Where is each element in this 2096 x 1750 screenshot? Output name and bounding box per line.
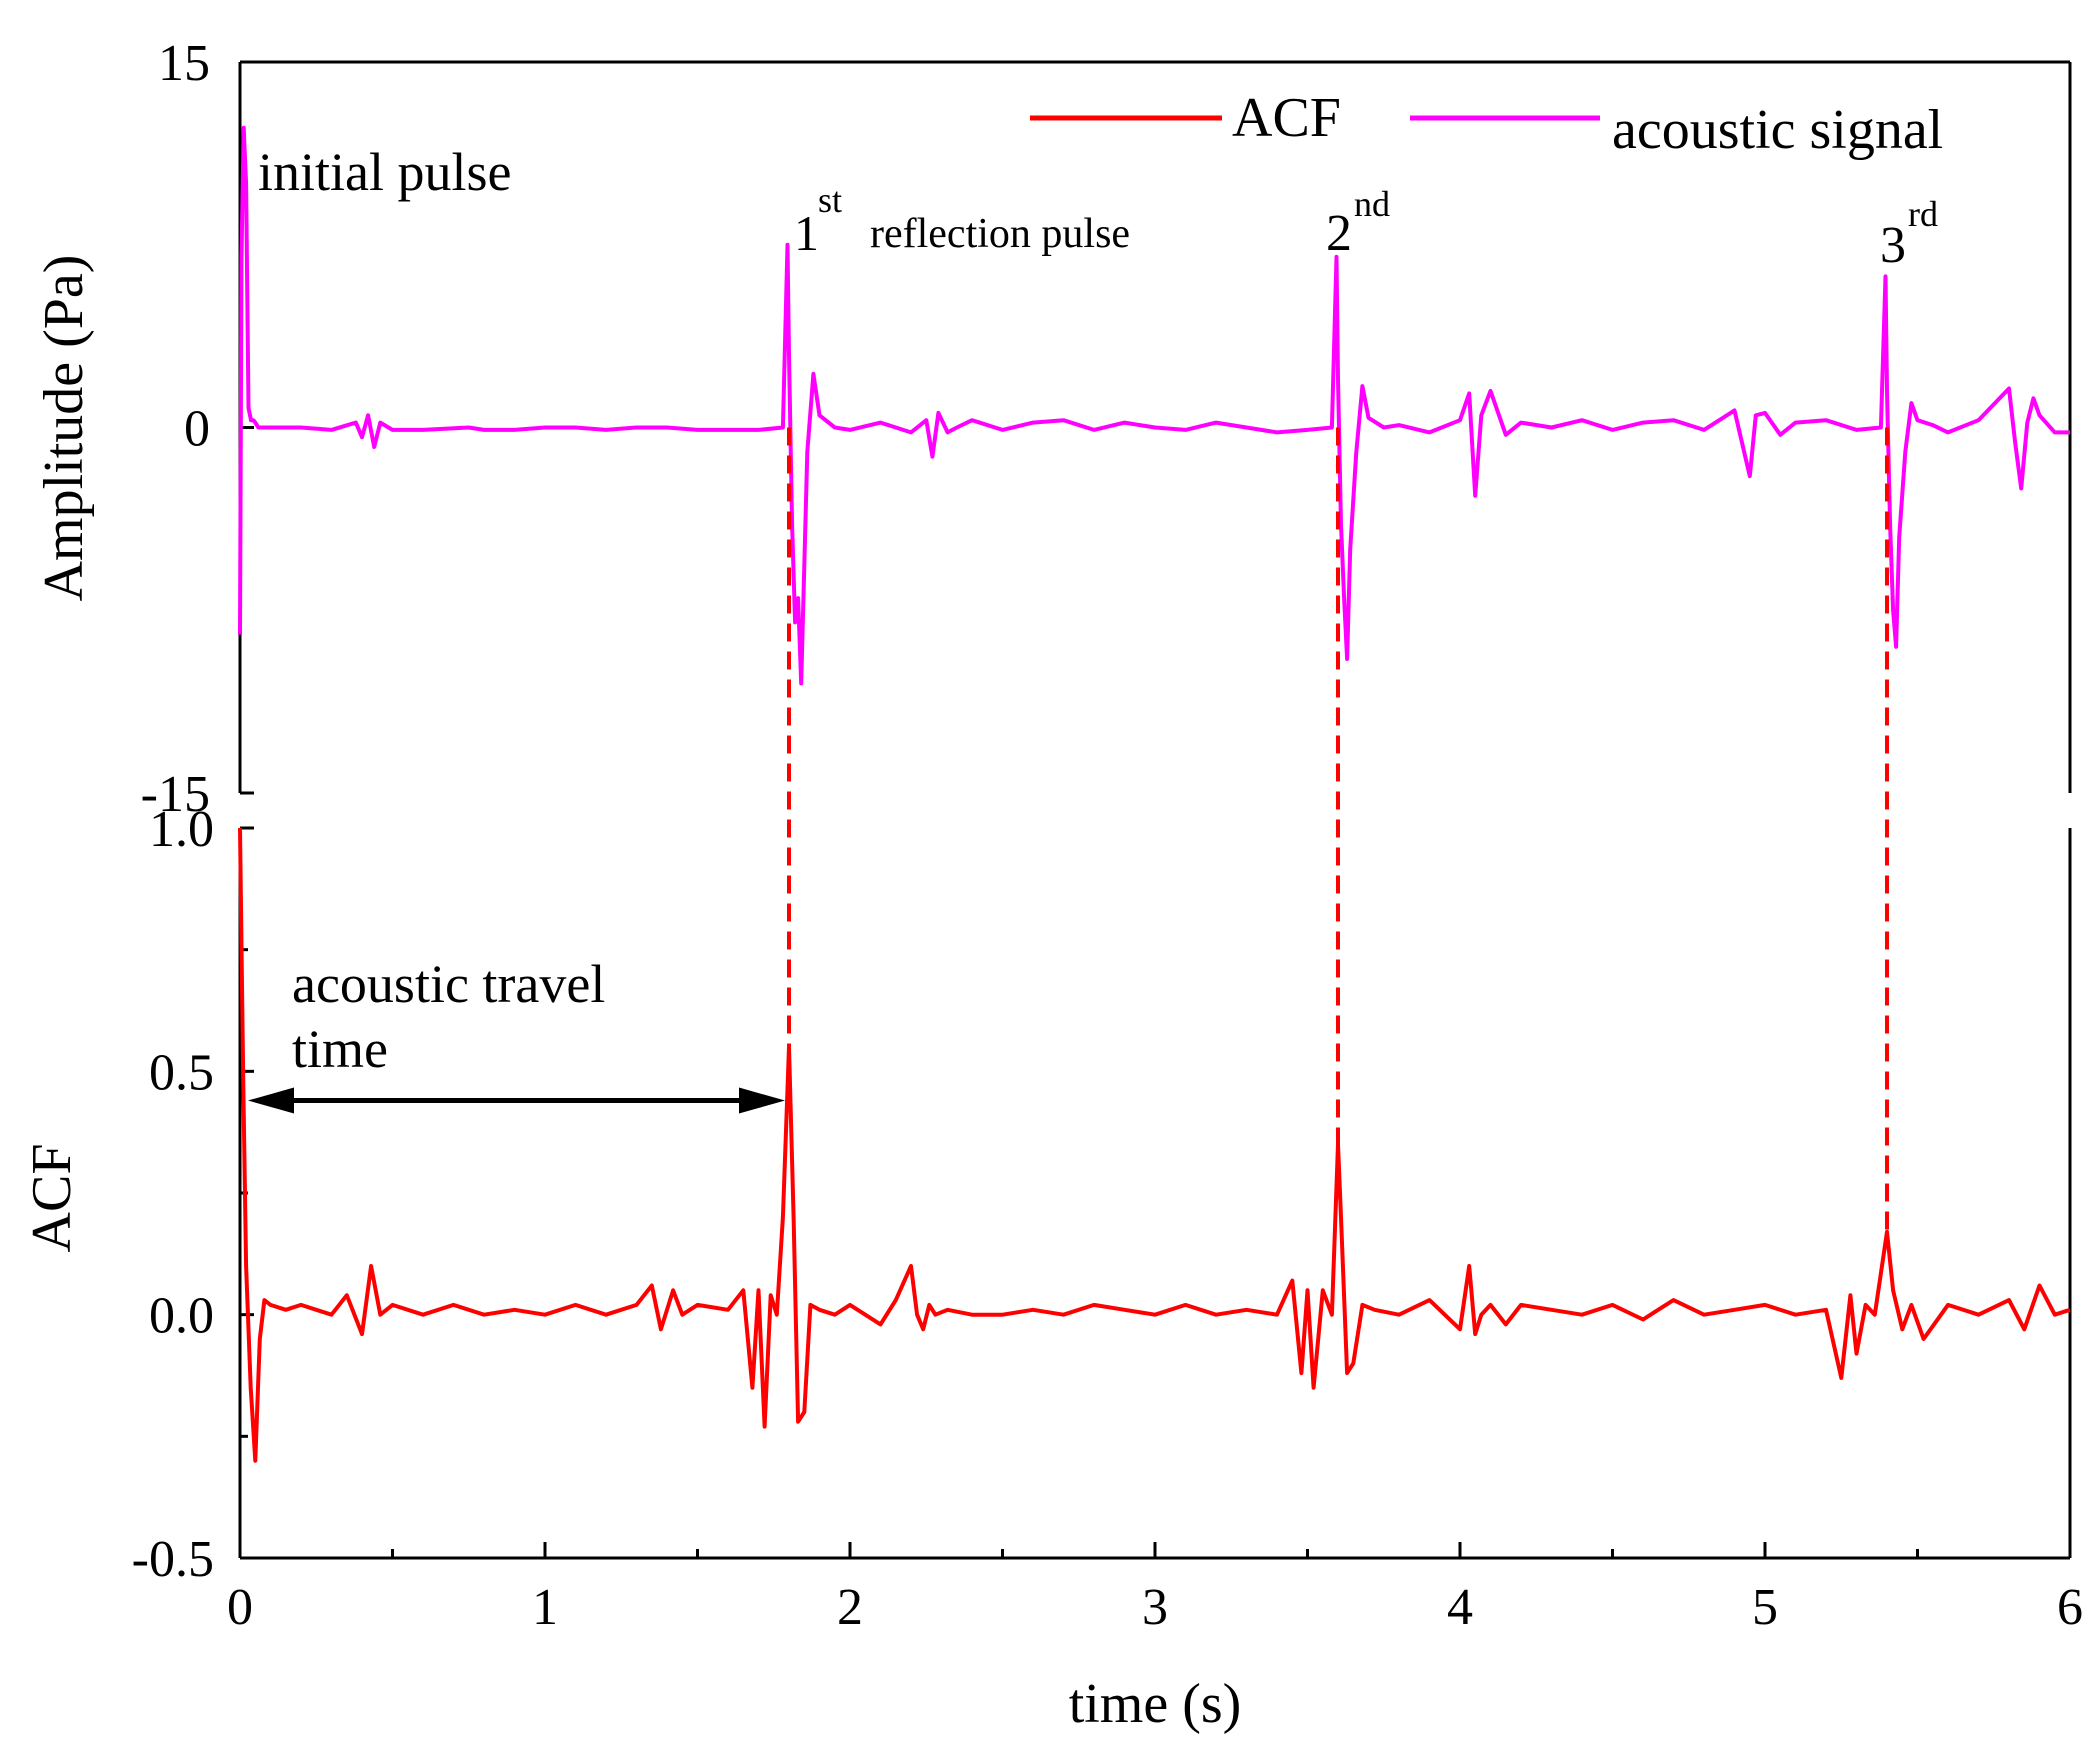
x-tick-label-0: 0 <box>227 1579 253 1636</box>
annotation-third-superscript: rd <box>1908 194 1938 234</box>
top-series-layer <box>238 125 2070 686</box>
bottom-y-tick-label-3: -0.5 <box>132 1531 214 1588</box>
bottom-y-tick-label-1: 0.5 <box>149 1044 214 1101</box>
annotation-first-superscript: st <box>818 180 842 220</box>
acoustic-signal-line <box>238 125 2070 686</box>
bottom-y-tick-label-2: 0.0 <box>149 1288 214 1345</box>
x-tick-label-2: 2 <box>837 1579 863 1636</box>
legend: ACF acoustic signal <box>1030 87 1943 161</box>
x-tick-label-3: 3 <box>1142 1579 1168 1636</box>
bottom-panel: 1.0 0.5 0.0 -0.5 0 1 2 3 4 5 6 <box>132 801 2083 1636</box>
annotation-first-text: reflection pulse <box>870 211 1130 257</box>
annotation-third-number: 3 <box>1880 217 1906 274</box>
travel-arrow-left-head <box>248 1087 294 1114</box>
acf-line <box>238 827 2071 1463</box>
top-panel: 15 0 -15 <box>141 35 2072 823</box>
bottom-series-layer <box>238 827 2071 1463</box>
legend-acf-label: ACF <box>1232 87 1341 149</box>
annotation-third-reflection: 3 rd <box>1880 194 1938 274</box>
annotation-second-superscript: nd <box>1354 184 1390 224</box>
bottom-y-tick-label-0: 1.0 <box>149 801 214 858</box>
annotation-travel-line1: acoustic travel <box>292 954 605 1014</box>
x-axis-label: time (s) <box>1069 1673 1242 1735</box>
top-y-tick-label-1: 0 <box>184 401 210 458</box>
top-y-axis-label: Amplitude (Pa) <box>33 255 95 602</box>
annotation-travel-line2: time <box>292 1019 388 1079</box>
annotation-first-reflection: 1 st reflection pulse <box>794 180 1130 261</box>
annotation-second-number: 2 <box>1326 205 1352 262</box>
bottom-x-ticks: 0 1 2 3 4 5 6 <box>227 1542 2083 1636</box>
reflection-markers <box>787 427 1889 1232</box>
bottom-y-ticks: 1.0 0.5 0.0 -0.5 <box>132 801 254 1588</box>
x-tick-label-4: 4 <box>1447 1579 1473 1636</box>
top-y-ticks: 15 0 -15 <box>141 35 254 823</box>
top-y-tick-label-0: 15 <box>158 35 210 92</box>
top-y-tick-label-2: -15 <box>141 766 210 823</box>
legend-acoustic-label: acoustic signal <box>1612 99 1943 161</box>
annotation-second-reflection: 2 nd <box>1326 184 1390 262</box>
bottom-y-axis-label: ACF <box>21 1144 83 1253</box>
travel-arrow-right-head <box>739 1087 785 1114</box>
annotation-initial-pulse: initial pulse <box>258 142 511 202</box>
x-tick-label-1: 1 <box>532 1579 558 1636</box>
annotation-travel-time: acoustic travel time <box>292 954 605 1079</box>
x-tick-label-5: 5 <box>1752 1579 1778 1636</box>
travel-time-arrow <box>248 1087 785 1114</box>
annotation-first-number: 1 <box>794 205 819 261</box>
x-tick-label-6: 6 <box>2057 1579 2083 1636</box>
